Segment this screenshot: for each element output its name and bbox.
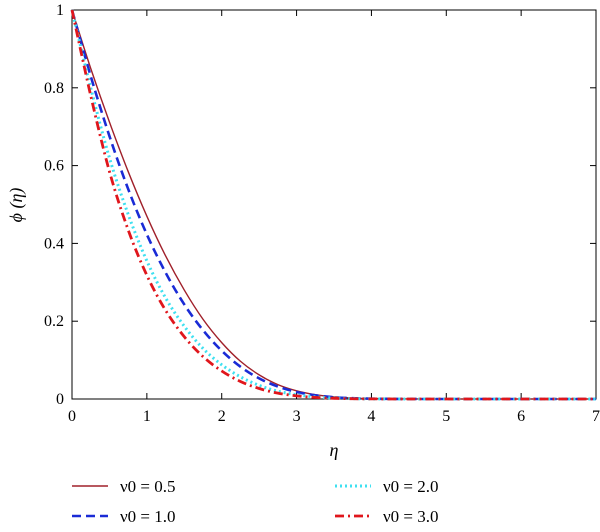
y-tick-label: 0.2 [44,313,64,330]
x-tick-label: 0 [68,408,76,425]
y-axis-label: ϕ (η) [6,188,27,223]
legend-label-2: ν0 = 1.0 [120,507,176,526]
y-axis-ticks: 0 0.2 0.4 0.6 0.8 1 [44,2,596,408]
series-lines [70,9,596,401]
x-axis-ticks: 0 1 2 3 4 5 6 7 [68,10,600,425]
legend-label-3: ν0 = 2.0 [383,477,439,496]
series-line-2 [70,9,596,401]
y-tick-label: 0 [56,391,64,408]
series-line-1 [71,9,596,400]
legend: ν0 = 0.5 ν0 = 1.0 ν0 = 2.0 ν0 = 3.0 [72,477,439,526]
y-tick-label: 0.6 [44,158,64,175]
series-line-4 [70,9,596,401]
x-tick-label: 4 [367,408,375,425]
x-axis-label: η [330,440,339,460]
x-tick-label: 3 [293,408,301,425]
y-tick-label: 0.8 [44,80,64,97]
y-tick-label: 1 [56,2,64,19]
x-tick-label: 1 [143,408,151,425]
x-tick-label: 6 [517,408,525,425]
x-tick-label: 2 [218,408,226,425]
y-tick-label: 0.4 [44,235,64,252]
x-tick-label: 5 [442,408,450,425]
legend-label-4: ν0 = 3.0 [383,507,439,526]
legend-label-1: ν0 = 0.5 [120,477,176,496]
series-line-3 [70,9,596,401]
plot-frame [71,9,597,400]
x-tick-label: 7 [592,408,600,425]
